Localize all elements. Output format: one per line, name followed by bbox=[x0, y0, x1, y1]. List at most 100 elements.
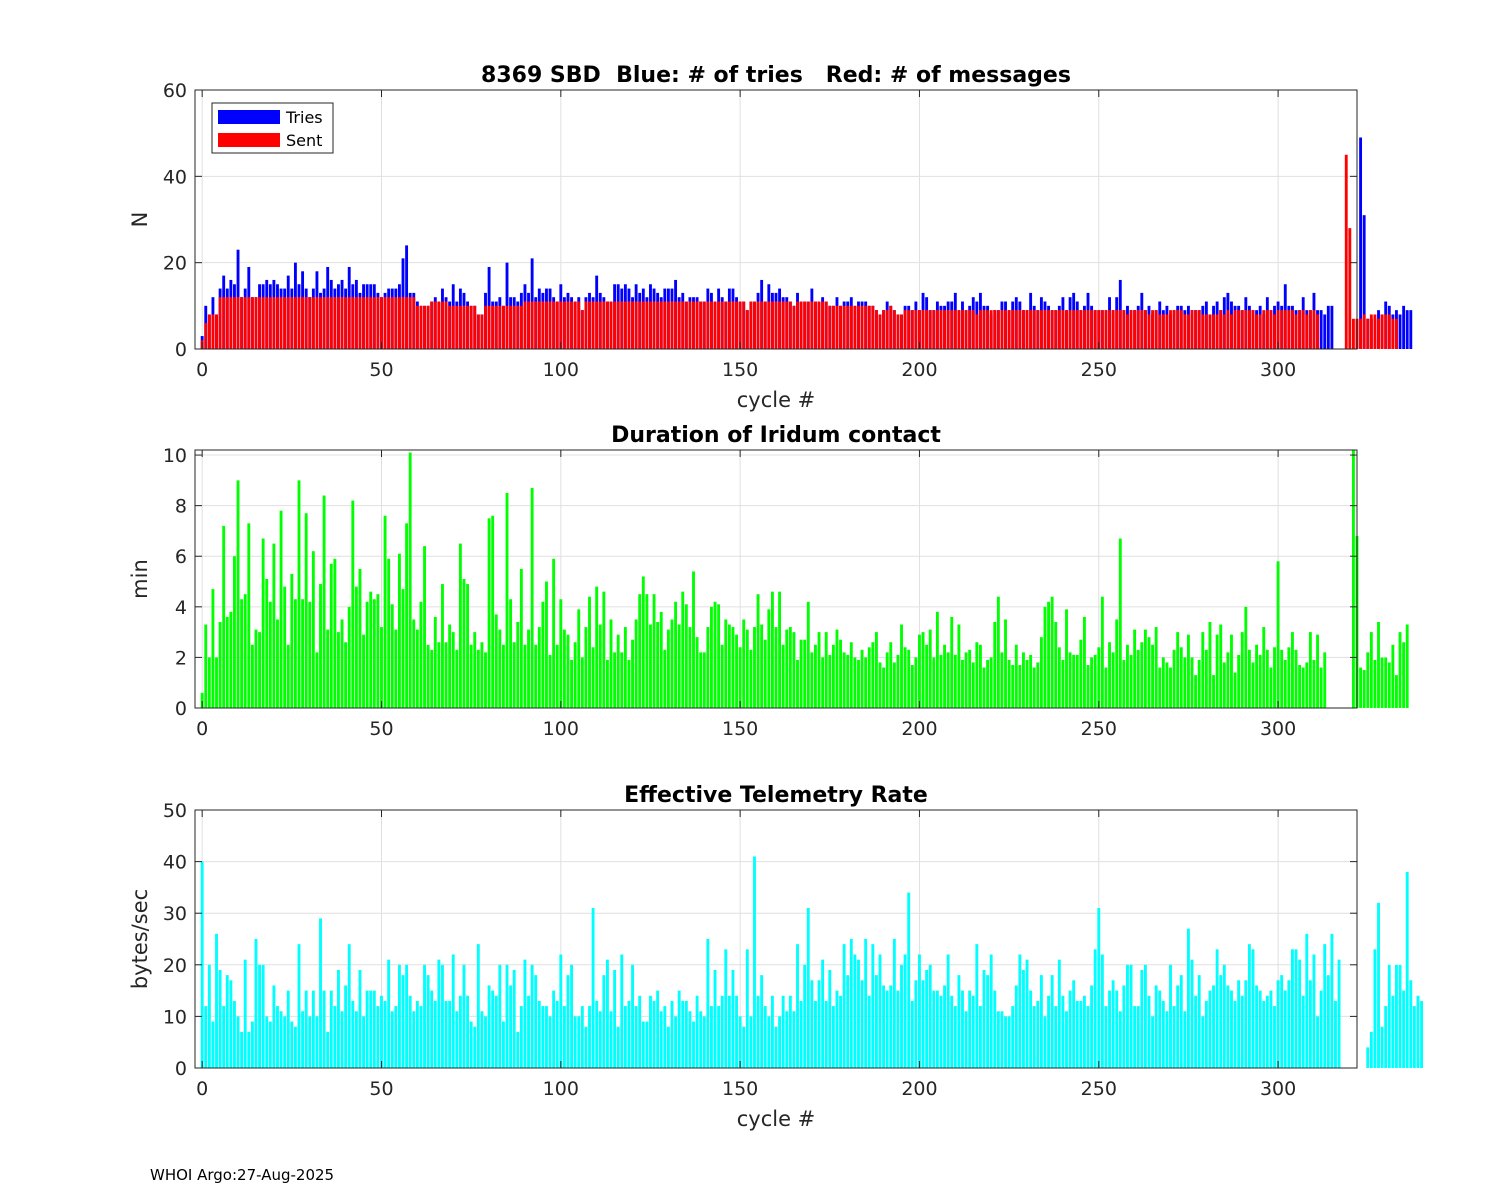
bar bbox=[276, 619, 279, 708]
bar bbox=[1147, 637, 1151, 708]
bar bbox=[849, 642, 853, 708]
bar bbox=[753, 301, 756, 349]
bar bbox=[1057, 959, 1061, 1068]
bar bbox=[394, 629, 398, 708]
bar bbox=[821, 657, 825, 708]
bar bbox=[1330, 305, 1334, 349]
bar bbox=[1197, 975, 1201, 1068]
bar bbox=[469, 1021, 473, 1068]
bar bbox=[742, 1026, 746, 1068]
bar bbox=[283, 586, 287, 708]
bar bbox=[645, 1021, 649, 1068]
bar bbox=[1230, 314, 1233, 349]
bar bbox=[1014, 985, 1018, 1068]
bar bbox=[272, 985, 276, 1068]
footer-stamp: WHOI Argo:27-Aug-2025 bbox=[150, 1166, 335, 1184]
bar bbox=[1312, 310, 1316, 349]
bar bbox=[1165, 314, 1169, 349]
bar bbox=[1104, 1006, 1108, 1068]
x-tick-label: 150 bbox=[722, 1078, 758, 1100]
bar bbox=[387, 959, 391, 1068]
bar bbox=[588, 301, 591, 349]
bar bbox=[1273, 1006, 1276, 1068]
bar bbox=[286, 644, 290, 708]
bar bbox=[1011, 665, 1015, 708]
bar bbox=[695, 637, 699, 708]
bar bbox=[337, 297, 340, 349]
bar bbox=[727, 995, 731, 1068]
bar bbox=[1129, 310, 1133, 349]
bar bbox=[932, 990, 936, 1068]
bar bbox=[631, 639, 634, 708]
bar bbox=[369, 297, 373, 349]
bar bbox=[1079, 310, 1083, 349]
bar bbox=[742, 301, 746, 349]
bar bbox=[344, 642, 348, 708]
bar bbox=[1190, 959, 1194, 1068]
bar bbox=[326, 629, 330, 708]
bar bbox=[727, 624, 731, 708]
bar bbox=[448, 1000, 452, 1068]
bar bbox=[487, 985, 491, 1068]
bar bbox=[910, 310, 914, 349]
x-tick-label: 50 bbox=[369, 359, 393, 381]
bar bbox=[1265, 310, 1269, 349]
bar bbox=[814, 1000, 817, 1068]
bar bbox=[717, 1006, 721, 1068]
bar bbox=[236, 480, 240, 708]
bar bbox=[401, 975, 405, 1068]
bar bbox=[1118, 310, 1122, 349]
bar bbox=[613, 969, 617, 1068]
bar bbox=[1280, 649, 1284, 708]
bar bbox=[444, 642, 448, 708]
bar bbox=[1395, 675, 1398, 708]
bar bbox=[1326, 975, 1330, 1068]
bar bbox=[1244, 980, 1248, 1068]
bar bbox=[333, 297, 337, 349]
bar bbox=[950, 995, 954, 1068]
bar bbox=[1151, 1016, 1155, 1068]
bar bbox=[329, 297, 333, 349]
bar bbox=[907, 892, 911, 1068]
bar bbox=[1319, 310, 1323, 349]
bar bbox=[1176, 985, 1180, 1068]
bar bbox=[1240, 995, 1244, 1068]
bar bbox=[846, 305, 850, 349]
bar bbox=[1151, 310, 1155, 349]
x-tick-label: 0 bbox=[196, 1078, 208, 1100]
x-tick-label: 200 bbox=[901, 718, 937, 740]
bar bbox=[1316, 634, 1319, 708]
bar bbox=[957, 975, 961, 1068]
bar bbox=[867, 647, 871, 708]
x-tick-label: 50 bbox=[369, 718, 393, 740]
bar bbox=[971, 995, 975, 1068]
bar bbox=[663, 649, 667, 708]
bar bbox=[1014, 644, 1018, 708]
bar bbox=[595, 586, 599, 708]
bar bbox=[996, 310, 1000, 349]
bar bbox=[878, 314, 882, 349]
bar bbox=[674, 1016, 678, 1068]
bar bbox=[928, 629, 932, 708]
bar bbox=[1061, 659, 1065, 708]
bar bbox=[351, 1000, 355, 1068]
bar bbox=[1050, 596, 1054, 708]
bar bbox=[1000, 310, 1004, 349]
bar bbox=[1416, 995, 1420, 1068]
bar bbox=[1233, 672, 1237, 708]
bar bbox=[1351, 318, 1355, 349]
bar bbox=[580, 310, 584, 349]
bar bbox=[796, 659, 799, 708]
bar bbox=[932, 310, 936, 349]
bar bbox=[1237, 980, 1241, 1068]
bar bbox=[297, 944, 301, 1068]
bar bbox=[469, 644, 473, 708]
bar bbox=[731, 969, 735, 1068]
x-axis-label: cycle # bbox=[737, 388, 816, 412]
bar bbox=[1247, 649, 1251, 708]
bar bbox=[1301, 310, 1305, 349]
bar bbox=[580, 657, 584, 708]
bar bbox=[290, 1021, 294, 1068]
bar bbox=[1068, 990, 1072, 1068]
bar bbox=[401, 297, 405, 349]
